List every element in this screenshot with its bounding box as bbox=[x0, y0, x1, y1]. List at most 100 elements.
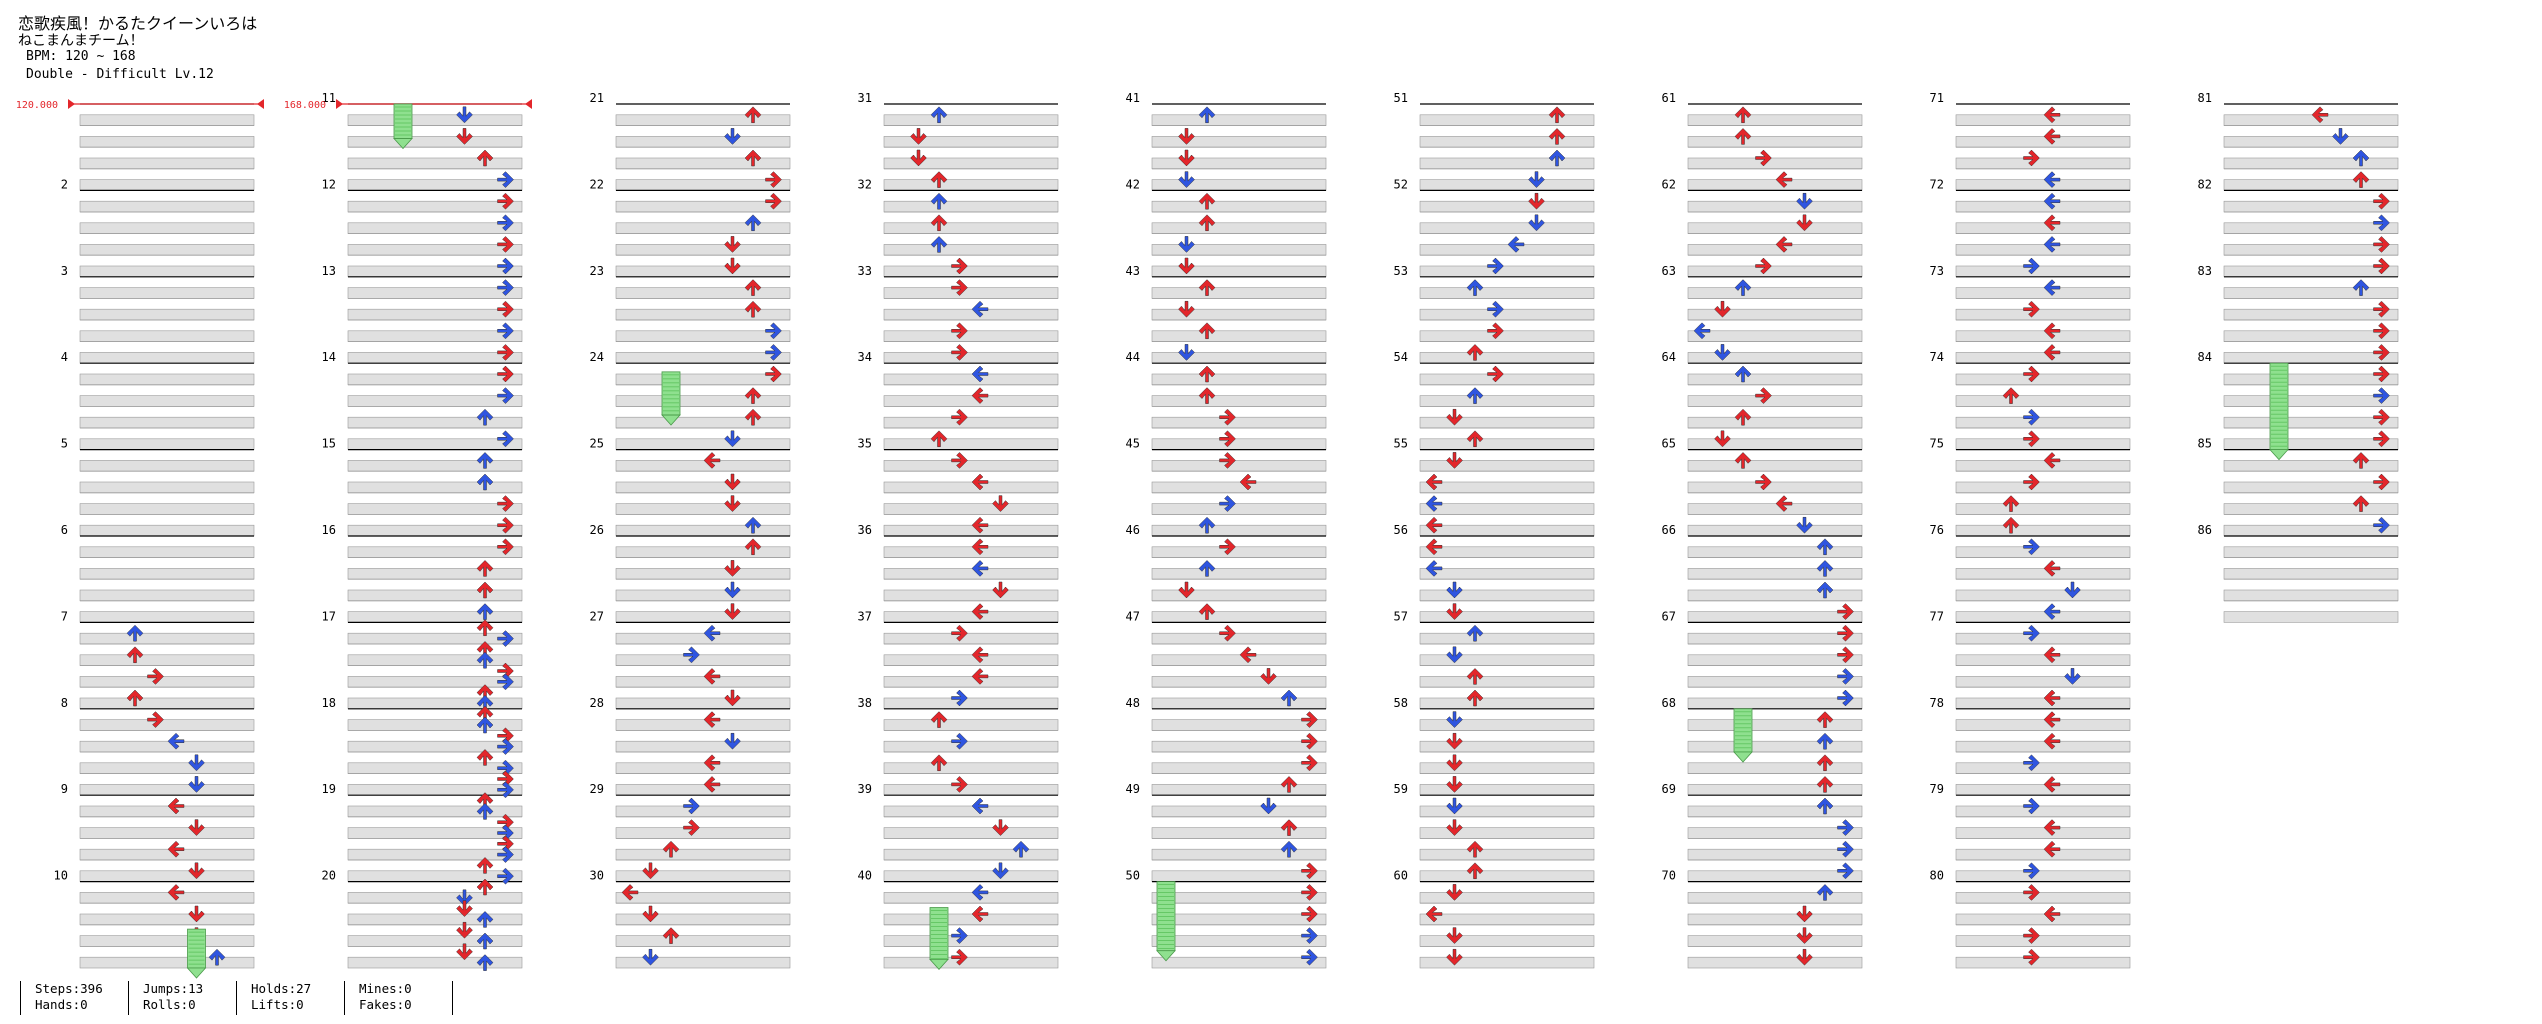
measure-stripe bbox=[615, 589, 791, 602]
step-arrow bbox=[476, 408, 494, 426]
measure-stripe bbox=[1419, 438, 1595, 450]
measure-stripe bbox=[615, 632, 791, 645]
measure-stripe bbox=[2223, 503, 2399, 515]
step-arrow bbox=[2043, 776, 2061, 793]
step-arrow bbox=[2023, 754, 2040, 772]
measure-stripe bbox=[2223, 136, 2399, 148]
measure-stripe bbox=[79, 913, 255, 926]
step-arrow bbox=[476, 619, 494, 637]
measure-number: 10 bbox=[54, 869, 68, 883]
measure-number: 41 bbox=[1126, 91, 1140, 105]
step-arrow bbox=[1796, 948, 1813, 966]
measure-number: 73 bbox=[1930, 264, 1944, 278]
measure-stripe bbox=[1151, 157, 1327, 170]
measure-stripe bbox=[347, 805, 523, 818]
measure-number: 49 bbox=[1126, 782, 1140, 796]
step-arrow bbox=[930, 214, 948, 232]
step-arrow bbox=[744, 538, 762, 556]
step-arrow bbox=[1219, 495, 1236, 512]
measure-stripe bbox=[2223, 395, 2399, 407]
step-arrow bbox=[971, 538, 989, 556]
step-arrow bbox=[971, 884, 989, 901]
measure-number: 12 bbox=[322, 177, 336, 191]
step-arrow bbox=[2023, 862, 2040, 880]
step-arrow bbox=[930, 711, 948, 728]
stat-rolls: Rolls:0 bbox=[143, 997, 196, 1012]
step-arrow bbox=[2043, 689, 2061, 707]
step-arrow bbox=[1466, 668, 1484, 685]
measure-number: 31 bbox=[858, 91, 872, 105]
step-arrow bbox=[1466, 624, 1484, 642]
step-arrow bbox=[188, 862, 205, 880]
measure-stripe bbox=[1419, 114, 1595, 126]
measure-number: 70 bbox=[1662, 869, 1676, 883]
measure-stripe bbox=[883, 265, 1059, 278]
measure-number: 72 bbox=[1930, 177, 1944, 191]
measure-stripe bbox=[883, 395, 1059, 407]
measure-stripe bbox=[1419, 481, 1595, 494]
measure-stripe bbox=[883, 632, 1059, 645]
step-arrow bbox=[476, 749, 494, 766]
measure-number: 39 bbox=[858, 782, 872, 796]
step-arrow bbox=[2043, 322, 2061, 340]
measure-stripe bbox=[883, 460, 1059, 472]
step-arrow bbox=[2023, 927, 2040, 944]
step-arrow bbox=[2373, 473, 2390, 491]
measure-stripe bbox=[883, 568, 1059, 580]
measure-stripe bbox=[79, 697, 255, 710]
measure-stripe bbox=[883, 287, 1059, 299]
measure-stripe bbox=[347, 568, 523, 580]
step-arrow bbox=[188, 905, 205, 923]
measure-number: 81 bbox=[2198, 91, 2212, 105]
measure-stripe bbox=[615, 935, 791, 947]
step-arrow bbox=[2332, 128, 2349, 145]
measure-stripe bbox=[883, 503, 1059, 515]
step-arrow bbox=[951, 322, 968, 340]
measure-stripe bbox=[1419, 740, 1595, 753]
measure-stripe bbox=[347, 719, 523, 731]
step-arrow bbox=[992, 495, 1009, 512]
step-arrow bbox=[1837, 646, 1854, 664]
measure-stripe bbox=[2223, 416, 2399, 429]
step-arrow bbox=[497, 430, 514, 448]
measure-stripe bbox=[1419, 395, 1595, 407]
measure-stripe bbox=[883, 179, 1059, 191]
measure-stripe bbox=[1151, 697, 1327, 710]
measure-number: 53 bbox=[1394, 264, 1408, 278]
measure-stripe bbox=[615, 287, 791, 299]
measure-stripe bbox=[2223, 352, 2399, 364]
measure-stripe bbox=[1151, 740, 1327, 753]
measure-number: 38 bbox=[858, 696, 872, 710]
measure-stripe bbox=[347, 546, 523, 558]
step-arrow bbox=[930, 171, 948, 188]
step-arrow bbox=[167, 840, 185, 858]
measure-stripe bbox=[883, 308, 1059, 321]
measure-stripe bbox=[1419, 265, 1595, 278]
measure-number: 79 bbox=[1930, 782, 1944, 796]
step-arrow bbox=[744, 516, 762, 534]
step-arrow bbox=[703, 711, 721, 728]
step-arrow bbox=[1301, 927, 1318, 944]
measure-stripe bbox=[347, 589, 523, 602]
measure-stripe bbox=[79, 956, 255, 969]
step-arrow bbox=[1280, 840, 1298, 858]
measure-number: 11 bbox=[322, 91, 336, 105]
measure-stripe bbox=[615, 784, 791, 796]
measure-stripe bbox=[1687, 611, 1863, 623]
measure-number: 65 bbox=[1662, 437, 1676, 451]
measure-stripe bbox=[615, 568, 791, 580]
step-arrow bbox=[724, 689, 741, 707]
measure-stripe bbox=[347, 697, 523, 710]
step-arrow bbox=[992, 819, 1009, 836]
measure-stripe bbox=[1687, 762, 1863, 774]
measure-stripe bbox=[1419, 611, 1595, 623]
measure-stripe bbox=[1955, 222, 2131, 234]
measure-stripe bbox=[883, 157, 1059, 170]
step-arrow bbox=[2043, 192, 2061, 210]
step-arrow bbox=[1446, 884, 1463, 901]
measure-stripe bbox=[79, 416, 255, 429]
measure-number: 62 bbox=[1662, 177, 1676, 191]
step-arrow bbox=[476, 581, 494, 599]
step-arrow bbox=[1301, 948, 1318, 966]
measure-stripe bbox=[615, 676, 791, 688]
